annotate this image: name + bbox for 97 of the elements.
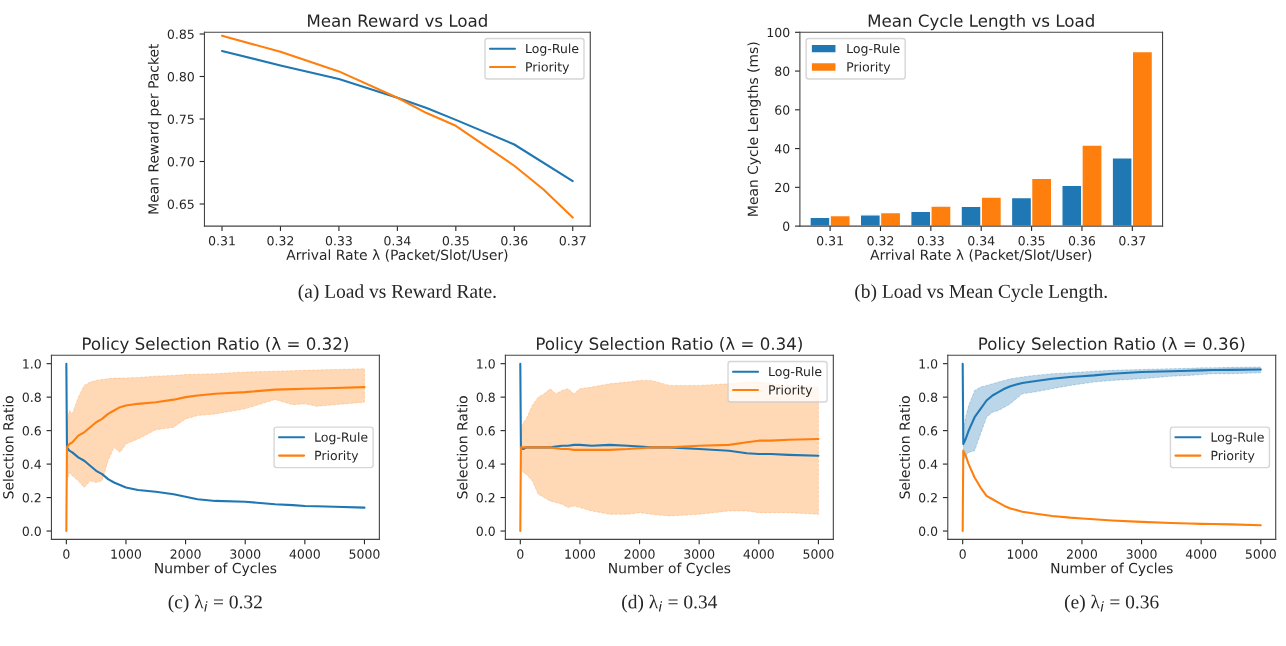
x-tick-label: 5000 bbox=[803, 549, 834, 559]
text: (b) Load vs Mean Cycle Length. bbox=[855, 284, 1107, 302]
y-tick-label: 0.0 bbox=[919, 526, 938, 536]
x-tick-label: 3000 bbox=[684, 549, 715, 559]
y-tick-label: 80 bbox=[775, 66, 790, 76]
x-tick-label: 0.33 bbox=[325, 236, 352, 246]
x-tick-label: 4000 bbox=[743, 549, 774, 559]
line-series bbox=[519, 362, 820, 457]
chart-title: Policy Selection Ratio (λ = 0.32) bbox=[83, 337, 348, 354]
y-tick-label: 0.70 bbox=[167, 156, 194, 167]
x-tick-label: 4000 bbox=[1185, 549, 1217, 559]
x-tick-label: 2000 bbox=[624, 549, 655, 559]
y-tick-label: 0.2 bbox=[22, 493, 41, 503]
x-tick-label: 0 bbox=[517, 549, 524, 559]
text: (d) λ$_{i}$ = 0.34 bbox=[622, 594, 718, 613]
line-series bbox=[65, 362, 366, 509]
line-series bbox=[519, 437, 820, 533]
legend-label: Log-Rule bbox=[315, 432, 368, 445]
x-axis-title: Number of Cycles bbox=[155, 562, 277, 577]
y-tick-label: 0.6 bbox=[919, 426, 938, 436]
x-tick-label: 3000 bbox=[1126, 549, 1157, 559]
y-tick-label: 20 bbox=[775, 182, 790, 193]
x-tick-label: 2000 bbox=[1066, 549, 1098, 559]
legend-label: Priority bbox=[1211, 450, 1255, 463]
x-tick-label: 0.36 bbox=[1068, 236, 1096, 246]
x-axis-title: Number of Cycles bbox=[1051, 562, 1173, 577]
x-tick-label: 0.36 bbox=[501, 236, 528, 246]
y-tick-label: 0.65 bbox=[167, 199, 194, 209]
y-tick-label: 0.85 bbox=[167, 29, 194, 39]
x-axis-title: Arrival Rate λ (Packet/Slot/User) bbox=[870, 249, 1092, 262]
x-tick-label: 0.37 bbox=[559, 236, 586, 246]
chart-title: Mean Cycle Length vs Load bbox=[868, 14, 1094, 31]
y-tick-label: 0.4 bbox=[22, 459, 42, 470]
y-tick-label: 1.0 bbox=[23, 359, 41, 369]
legend-label: Log-Rule bbox=[1211, 432, 1264, 445]
chart-title: Policy Selection Ratio (λ = 0.34) bbox=[537, 337, 802, 354]
y-tick-label: 0.4 bbox=[919, 459, 938, 470]
y-tick-label: 1.0 bbox=[919, 359, 938, 369]
chart-title: Mean Reward vs Load bbox=[308, 14, 487, 27]
x-tick-label: 0.31 bbox=[817, 236, 843, 246]
x-tick-label: 5000 bbox=[349, 549, 380, 559]
x-axis-title: Arrival Rate λ (Packet/Slot/User) bbox=[286, 249, 508, 262]
x-tick-label: 0.35 bbox=[442, 236, 469, 246]
legend-label: Priority bbox=[526, 61, 570, 74]
y-axis-title: Selection Ratio bbox=[899, 396, 910, 499]
x-tick-label: 1000 bbox=[111, 549, 142, 559]
x-tick-label: 0.34 bbox=[968, 236, 995, 246]
y-tick-label: 40 bbox=[774, 144, 790, 154]
x-tick-label: 0 bbox=[959, 549, 966, 559]
x-tick-label: 4000 bbox=[289, 549, 320, 559]
y-axis-title: Mean Reward per Packet bbox=[147, 43, 162, 214]
x-tick-label: 1000 bbox=[565, 549, 595, 559]
legend-label: Priority bbox=[847, 61, 891, 74]
y-tick-label: 0 bbox=[783, 221, 790, 232]
y-tick-label: 0.0 bbox=[476, 526, 495, 536]
legend-label: Priority bbox=[315, 450, 359, 463]
y-tick-label: 0.0 bbox=[22, 526, 41, 536]
y-tick-label: 0.2 bbox=[476, 493, 495, 503]
x-tick-label: 0.32 bbox=[267, 236, 294, 246]
line-series bbox=[961, 449, 1262, 533]
chart-title: Policy Selection Ratio (λ = 0.36) bbox=[979, 337, 1245, 354]
text: (a) Load vs Reward Rate. bbox=[298, 284, 496, 302]
x-tick-label: 0.34 bbox=[384, 236, 411, 246]
x-tick-label: 0.31 bbox=[208, 236, 235, 246]
y-tick-label: 0.8 bbox=[476, 392, 495, 403]
x-tick-label: 2000 bbox=[170, 549, 201, 559]
y-tick-label: 0.6 bbox=[476, 426, 495, 436]
x-tick-label: 0 bbox=[63, 549, 70, 559]
x-tick-label: 0.37 bbox=[1119, 236, 1146, 246]
x-axis-title: Number of Cycles bbox=[609, 562, 731, 577]
y-tick-label: 0.4 bbox=[476, 459, 495, 470]
y-tick-label: 1.0 bbox=[477, 359, 495, 369]
line-series bbox=[961, 362, 1262, 446]
text: (c) λ$_{i}$ = 0.32 bbox=[168, 594, 262, 613]
legend-label: Priority bbox=[769, 384, 813, 397]
x-tick-label: 3000 bbox=[230, 549, 261, 559]
y-tick-label: 0.8 bbox=[919, 392, 938, 403]
y-tick-label: 0.2 bbox=[919, 493, 937, 503]
y-axis-title: Selection Ratio bbox=[456, 396, 468, 499]
legend-label: Log-Rule bbox=[526, 43, 579, 56]
y-tick-label: 0.75 bbox=[167, 114, 194, 124]
y-axis-title: Selection Ratio bbox=[2, 396, 14, 499]
x-tick-label: 5000 bbox=[1245, 549, 1276, 559]
y-tick-label: 60 bbox=[775, 105, 790, 115]
x-tick-label: 0.35 bbox=[1018, 236, 1045, 246]
y-tick-label: 0.80 bbox=[167, 71, 194, 82]
y-axis-title: Mean Cycle Lengths (ms) bbox=[747, 42, 761, 216]
legend-label: Log-Rule bbox=[847, 43, 900, 56]
y-tick-label: 0.8 bbox=[22, 392, 41, 403]
line-series bbox=[65, 386, 366, 533]
legend-label: Log-Rule bbox=[769, 366, 822, 379]
x-tick-label: 0.33 bbox=[917, 236, 944, 246]
text: (e) λ$_{i}$ = 0.36 bbox=[1064, 594, 1159, 613]
x-tick-label: 0.32 bbox=[867, 236, 894, 246]
y-tick-label: 100 bbox=[767, 27, 790, 38]
x-tick-label: 1000 bbox=[1007, 549, 1038, 559]
y-tick-label: 0.6 bbox=[22, 426, 41, 436]
